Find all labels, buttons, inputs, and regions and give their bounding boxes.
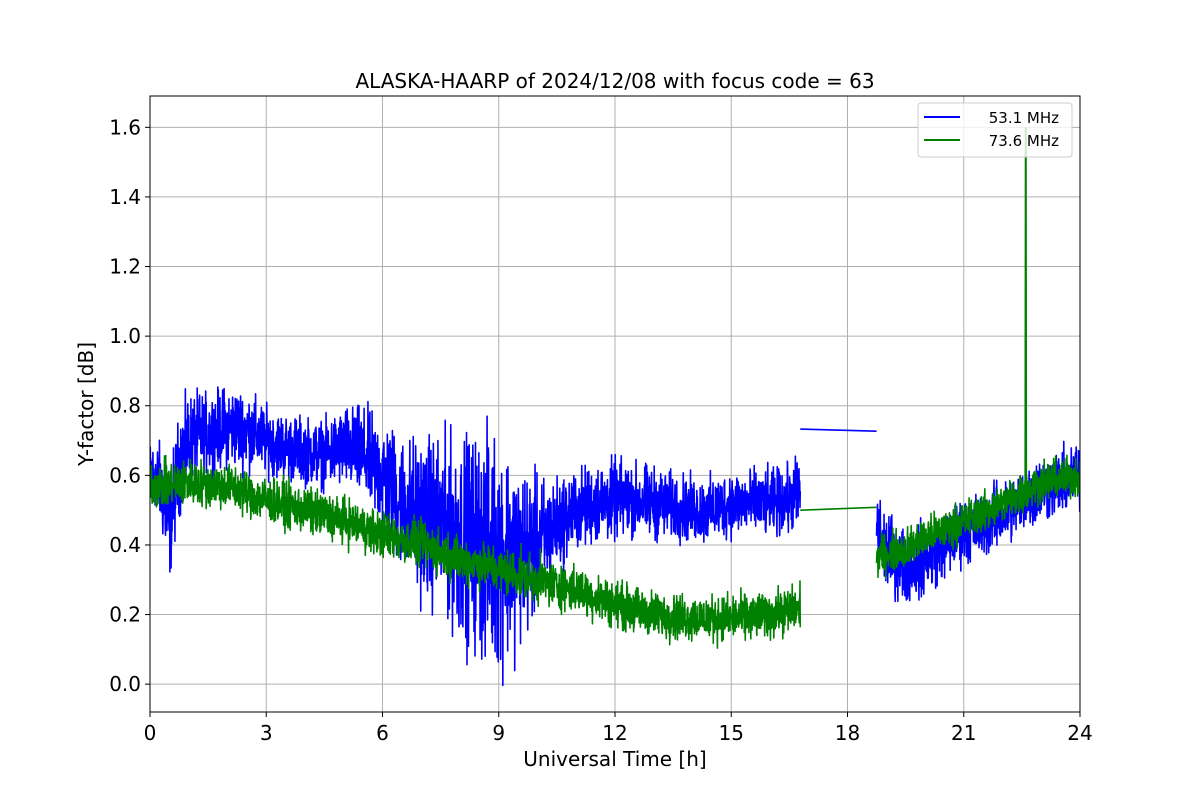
x-tick-label: 12 — [602, 721, 627, 745]
x-tick-label: 3 — [260, 721, 273, 745]
y-tick-label: 1.6 — [109, 115, 141, 139]
series-segment — [875, 454, 1080, 580]
chart-title: ALASKA-HAARP of 2024/12/08 with focus co… — [355, 69, 874, 93]
grid — [149, 96, 1081, 712]
y-tick-label: 0.0 — [109, 672, 141, 696]
x-tick-label: 21 — [951, 721, 976, 745]
x-axis: 0 3 6 9 12 15 18 21 24 — [144, 712, 1093, 745]
x-tick-label: 0 — [144, 721, 157, 745]
x-tick-label: 18 — [835, 721, 860, 745]
y-tick-label: 1.0 — [109, 324, 141, 348]
y-tick-label: 1.2 — [109, 255, 141, 279]
y-axis: 0.0 0.2 0.4 0.6 0.8 1.0 1.2 1.4 1.6 — [109, 115, 150, 696]
legend: 53.1 MHz 73.6 MHz — [917, 102, 1073, 158]
legend-label-53-1: 53.1 MHz — [989, 109, 1059, 127]
x-tick-label: 24 — [1067, 721, 1092, 745]
legend-label-73-6: 73.6 MHz — [989, 132, 1059, 150]
series-segment — [150, 454, 802, 649]
y-tick-label: 0.4 — [109, 533, 141, 557]
y-tick-label: 0.8 — [109, 394, 141, 418]
y-axis-label: Y-factor [dB] — [74, 342, 98, 467]
series-segment — [800, 428, 877, 432]
x-tick-label: 9 — [492, 721, 505, 745]
x-axis-label: Universal Time [h] — [523, 747, 706, 771]
series-segment — [800, 506, 877, 511]
y-tick-label: 0.2 — [109, 603, 141, 627]
series-spike — [1024, 127, 1028, 491]
series-segment — [150, 386, 802, 687]
y-tick-label: 0.6 — [109, 463, 141, 487]
x-tick-label: 6 — [376, 721, 389, 745]
y-tick-label: 1.4 — [109, 185, 141, 209]
x-tick-label: 15 — [719, 721, 744, 745]
